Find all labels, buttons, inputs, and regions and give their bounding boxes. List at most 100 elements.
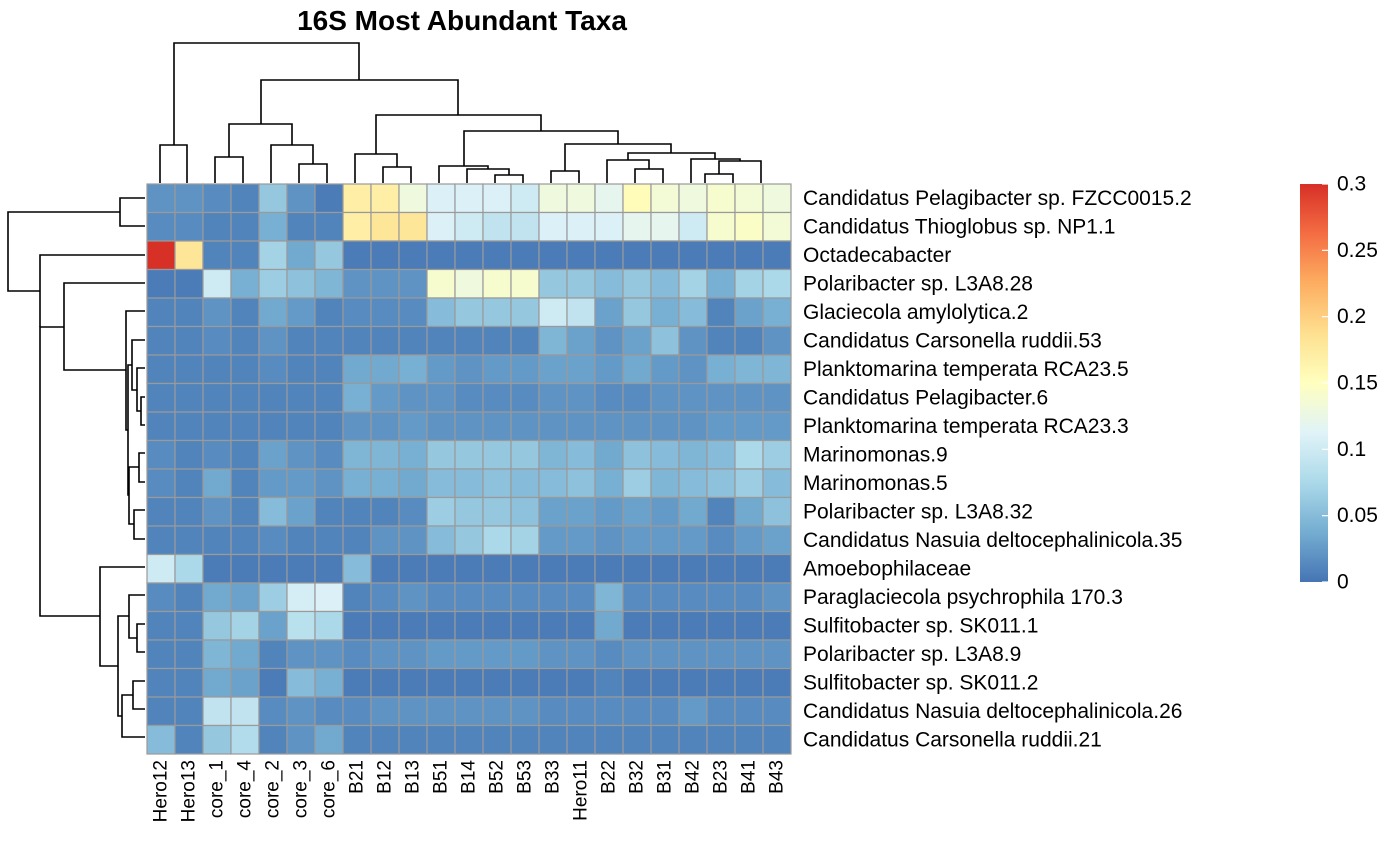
heatmap-cell bbox=[678, 468, 708, 499]
row-label: Amoebophilaceae bbox=[803, 557, 971, 580]
heatmap-cell bbox=[594, 240, 624, 271]
heatmap-cell bbox=[230, 297, 260, 328]
heatmap-cell bbox=[482, 468, 512, 499]
heatmap-cell bbox=[762, 411, 792, 442]
heatmap-cell bbox=[482, 240, 512, 271]
heatmap-cell bbox=[370, 553, 400, 584]
heatmap-cell bbox=[398, 468, 428, 499]
heatmap-cell bbox=[286, 639, 316, 670]
heatmap-cell bbox=[230, 667, 260, 698]
heatmap-cell bbox=[146, 297, 176, 328]
row-labels: Candidatus Pelagibacter sp. FZCC0015.2 Ca… bbox=[803, 187, 1192, 752]
heatmap-cell bbox=[734, 610, 764, 641]
heatmap-cell bbox=[734, 211, 764, 242]
heatmap-cell bbox=[734, 639, 764, 670]
heatmap-cell bbox=[314, 639, 344, 670]
heatmap-cell bbox=[454, 582, 484, 613]
heatmap-cell bbox=[454, 724, 484, 755]
column-label: B51 bbox=[431, 760, 452, 794]
legend-tick-label: 0.25 bbox=[1337, 239, 1378, 262]
color-legend: 0 0.05 0.1 0.15 0.2 0.25 0.3 bbox=[1300, 173, 1378, 594]
heatmap-cell bbox=[426, 553, 456, 584]
heatmap-cell bbox=[566, 724, 596, 755]
heatmap-cell bbox=[706, 525, 736, 556]
heatmap-cell bbox=[258, 639, 288, 670]
heatmap-cell bbox=[762, 724, 792, 755]
heatmap-cell bbox=[230, 268, 260, 299]
heatmap-cell bbox=[454, 183, 484, 214]
heatmap-cell bbox=[650, 639, 680, 670]
heatmap-cell bbox=[650, 411, 680, 442]
heatmap-cell bbox=[650, 382, 680, 413]
heatmap-cell bbox=[510, 439, 540, 470]
heatmap-cell bbox=[202, 297, 232, 328]
heatmap-cell bbox=[594, 411, 624, 442]
heatmap-cell bbox=[258, 496, 288, 527]
heatmap-cell bbox=[678, 639, 708, 670]
heatmap-cell bbox=[734, 354, 764, 385]
heatmap-cell bbox=[174, 439, 204, 470]
heatmap-cell bbox=[762, 667, 792, 698]
heatmap-cell bbox=[342, 553, 372, 584]
heatmap-cell bbox=[538, 382, 568, 413]
heatmap-cell bbox=[146, 439, 176, 470]
heatmap-cell bbox=[230, 354, 260, 385]
heatmap-cell bbox=[482, 183, 512, 214]
heatmap-cell bbox=[426, 496, 456, 527]
heatmap-cell bbox=[202, 582, 232, 613]
heatmap-cell bbox=[342, 240, 372, 271]
heatmap-cell bbox=[454, 439, 484, 470]
heatmap-cell bbox=[286, 696, 316, 727]
heatmap-cell bbox=[706, 211, 736, 242]
column-label: B43 bbox=[767, 760, 788, 794]
heatmap-cell bbox=[706, 439, 736, 470]
heatmap-cell bbox=[762, 211, 792, 242]
heatmap-cell bbox=[258, 667, 288, 698]
heatmap-cell bbox=[678, 211, 708, 242]
heatmap-cell bbox=[258, 610, 288, 641]
heatmap-cell bbox=[286, 183, 316, 214]
heatmap-cell bbox=[202, 639, 232, 670]
heatmap-cell bbox=[258, 183, 288, 214]
heatmap-cell bbox=[426, 354, 456, 385]
heatmap-cell bbox=[678, 240, 708, 271]
heatmap-cell bbox=[314, 268, 344, 299]
heatmap-cell bbox=[174, 553, 204, 584]
heatmap-cell bbox=[706, 553, 736, 584]
heatmap-cell bbox=[314, 667, 344, 698]
legend-tick-label: 0.2 bbox=[1337, 305, 1366, 328]
heatmap-cell bbox=[482, 610, 512, 641]
row-label: Sulfitobacter sp. SK011.1 bbox=[803, 614, 1038, 637]
heatmap-cell bbox=[146, 268, 176, 299]
heatmap-cell bbox=[258, 325, 288, 356]
heatmap-cell bbox=[202, 496, 232, 527]
heatmap-cell bbox=[734, 696, 764, 727]
heatmap-cell bbox=[146, 382, 176, 413]
heatmap-cell bbox=[622, 240, 652, 271]
heatmap-cell bbox=[762, 183, 792, 214]
heatmap-cell bbox=[706, 610, 736, 641]
heatmap-cell bbox=[734, 553, 764, 584]
heatmap-cell bbox=[566, 610, 596, 641]
heatmap-cell bbox=[342, 525, 372, 556]
heatmap-cell bbox=[202, 382, 232, 413]
heatmap-cell bbox=[650, 183, 680, 214]
heatmap-cell bbox=[734, 240, 764, 271]
heatmap-cell bbox=[202, 468, 232, 499]
heatmap-cells bbox=[146, 183, 792, 755]
row-label: Marinomonas.5 bbox=[803, 472, 948, 495]
heatmap-cell bbox=[566, 696, 596, 727]
heatmap-cell bbox=[538, 667, 568, 698]
heatmap-cell bbox=[342, 610, 372, 641]
column-label: B22 bbox=[599, 760, 620, 794]
heatmap-cell bbox=[286, 354, 316, 385]
heatmap-cell bbox=[650, 268, 680, 299]
heatmap-cell bbox=[622, 553, 652, 584]
heatmap-cell bbox=[454, 553, 484, 584]
heatmap-cell bbox=[202, 439, 232, 470]
heatmap-cell bbox=[286, 325, 316, 356]
heatmap-cell bbox=[538, 639, 568, 670]
heatmap-cell bbox=[454, 496, 484, 527]
heatmap-cell bbox=[454, 411, 484, 442]
heatmap-cell bbox=[566, 240, 596, 271]
